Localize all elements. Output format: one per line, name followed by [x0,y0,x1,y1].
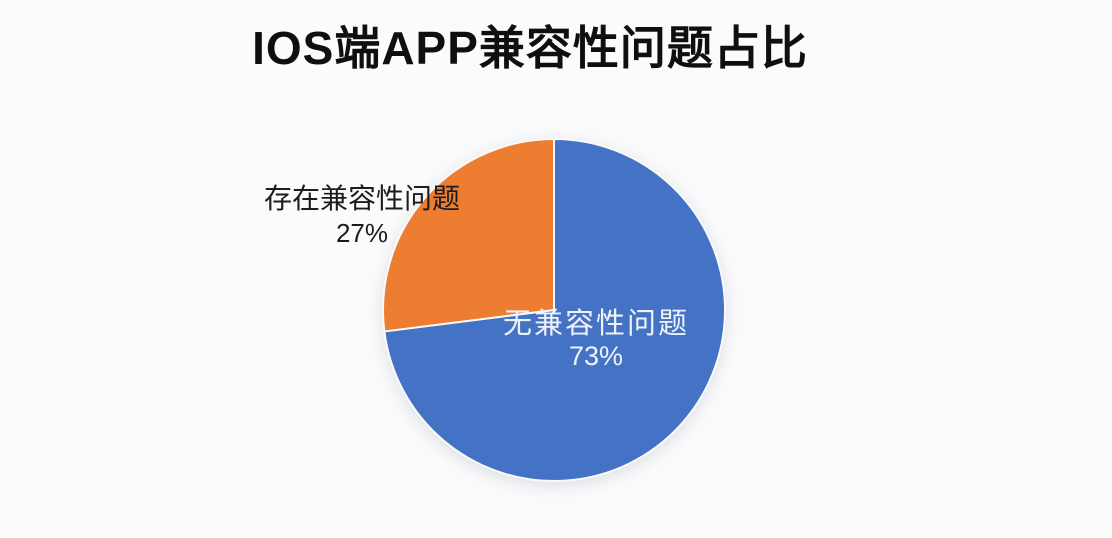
pie-slice-1 [382,138,555,333]
slice-label-inside: 无兼容性问题 73% [436,308,756,372]
slice-label-outside: 存在兼容性问题 27% [202,182,522,250]
slice-label-inside-percent: 73% [568,341,624,371]
slice-label-outside-percent: 27% [335,218,389,248]
slice-label-outside-name: 存在兼容性问题 [263,183,460,214]
slice-label-inside-name: 无兼容性问题 [502,308,689,340]
pie-chart [382,138,726,482]
chart-title: IOS端APP兼容性问题占比 [252,22,808,74]
